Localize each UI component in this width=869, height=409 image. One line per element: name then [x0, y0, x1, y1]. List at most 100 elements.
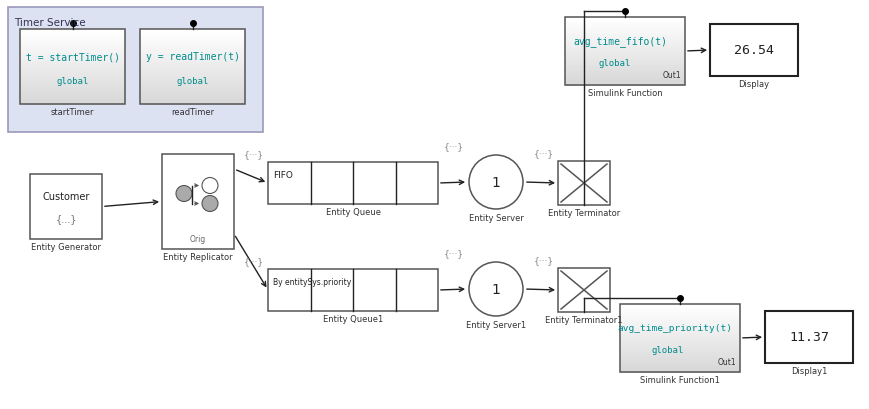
Bar	[20, 65, 125, 68]
Bar	[20, 35, 125, 38]
Text: Entity Queue: Entity Queue	[326, 207, 381, 216]
Text: Simulink Function1: Simulink Function1	[640, 375, 720, 384]
Bar	[565, 40, 685, 43]
Bar	[565, 72, 685, 75]
Text: 1: 1	[492, 175, 501, 189]
Circle shape	[202, 178, 218, 194]
Bar	[140, 30, 245, 105]
Bar	[565, 25, 685, 27]
Bar	[140, 92, 245, 95]
Bar	[140, 80, 245, 83]
Bar	[20, 57, 125, 61]
Bar	[140, 82, 245, 85]
Bar	[565, 63, 685, 66]
Text: global: global	[56, 77, 89, 86]
Bar	[620, 343, 740, 346]
Text: Entity Terminator: Entity Terminator	[547, 209, 620, 218]
Text: Orig: Orig	[189, 235, 206, 244]
Bar	[20, 77, 125, 80]
Bar	[140, 90, 245, 93]
Bar	[20, 97, 125, 100]
Text: startTimer: startTimer	[50, 108, 94, 117]
Bar	[620, 331, 740, 334]
Bar	[20, 47, 125, 50]
Bar	[140, 37, 245, 40]
Bar	[20, 40, 125, 43]
Bar	[558, 162, 610, 205]
Bar	[620, 316, 740, 318]
Bar	[140, 30, 245, 33]
Bar	[565, 27, 685, 30]
Bar	[20, 50, 125, 53]
Bar	[620, 345, 740, 348]
Bar	[140, 35, 245, 38]
Bar	[565, 29, 685, 32]
Bar	[565, 38, 685, 41]
Bar	[140, 85, 245, 88]
Bar	[565, 34, 685, 36]
Text: Entity Replicator: Entity Replicator	[163, 252, 233, 261]
Bar	[565, 49, 685, 52]
Bar	[620, 365, 740, 368]
Text: global: global	[176, 77, 209, 86]
Text: Customer: Customer	[43, 192, 90, 202]
Bar	[140, 102, 245, 105]
Bar	[620, 349, 740, 352]
Bar	[20, 70, 125, 73]
Bar	[565, 65, 685, 68]
Bar	[140, 100, 245, 103]
Bar	[620, 336, 740, 339]
Text: global: global	[599, 59, 631, 68]
Bar	[140, 65, 245, 68]
Bar	[565, 83, 685, 86]
Bar	[8, 8, 263, 133]
Bar	[20, 60, 125, 63]
Text: {···}: {···}	[444, 142, 464, 151]
Bar	[565, 74, 685, 77]
Bar	[140, 72, 245, 75]
Bar	[20, 45, 125, 48]
Bar	[620, 304, 740, 307]
Bar	[140, 50, 245, 53]
Bar	[565, 54, 685, 57]
Bar	[620, 338, 740, 341]
Bar	[565, 77, 685, 79]
Bar	[620, 361, 740, 364]
Text: Timer Service: Timer Service	[14, 18, 86, 28]
Bar	[140, 57, 245, 61]
Circle shape	[469, 262, 523, 316]
Bar	[565, 79, 685, 82]
Text: t = startTimer(): t = startTimer()	[25, 52, 120, 62]
Text: global: global	[652, 346, 684, 355]
Bar	[20, 32, 125, 36]
Bar	[20, 87, 125, 90]
Bar	[30, 175, 102, 239]
Bar	[20, 30, 125, 33]
Bar	[20, 100, 125, 103]
Text: Entity Server1: Entity Server1	[466, 320, 526, 329]
Bar	[20, 102, 125, 105]
Bar	[20, 82, 125, 85]
Text: {···}: {···}	[534, 148, 554, 157]
Text: Out1: Out1	[718, 357, 736, 366]
Bar	[765, 311, 853, 363]
Text: By entitySys.priority: By entitySys.priority	[273, 277, 351, 286]
Bar	[20, 52, 125, 55]
Bar	[20, 72, 125, 75]
Bar	[565, 81, 685, 84]
Bar	[565, 68, 685, 70]
Bar	[565, 18, 685, 21]
Bar	[565, 22, 685, 25]
Text: y = readTimer(t): y = readTimer(t)	[145, 52, 240, 62]
Text: avg_time_priority(t): avg_time_priority(t)	[618, 324, 733, 333]
Bar	[620, 329, 740, 332]
Bar	[20, 85, 125, 88]
Circle shape	[176, 186, 192, 202]
Bar	[140, 55, 245, 58]
Text: 26.54: 26.54	[734, 45, 774, 57]
Bar	[140, 75, 245, 78]
Bar	[620, 306, 740, 309]
Bar	[140, 67, 245, 70]
Text: {···}: {···}	[244, 150, 264, 159]
Bar	[565, 52, 685, 55]
